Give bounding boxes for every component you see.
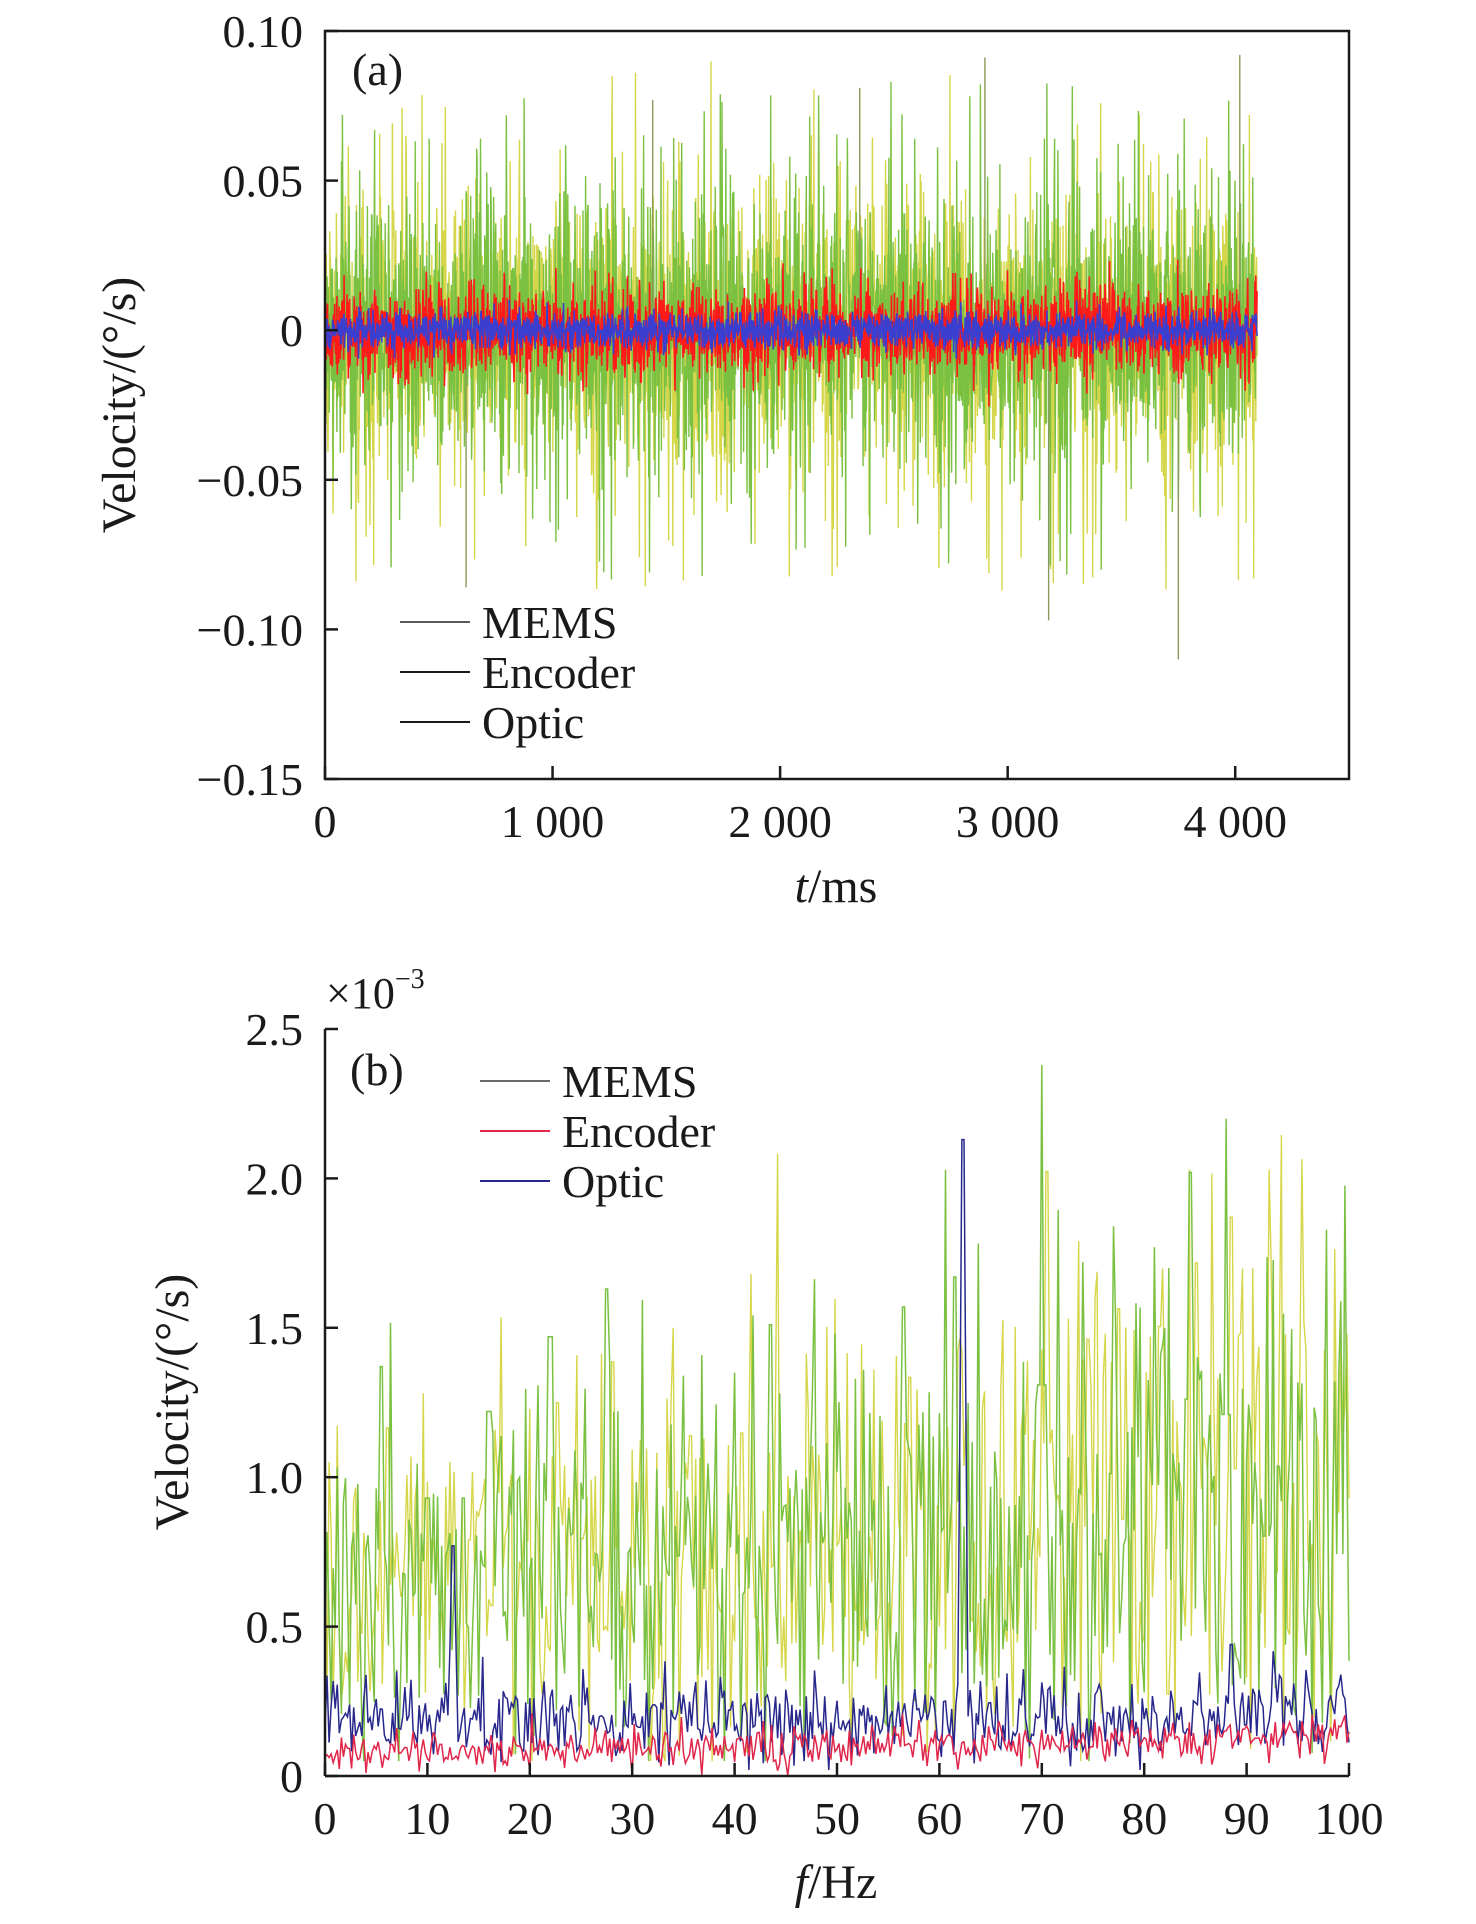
chart-a-x-tick-label: 2 000 (728, 796, 832, 847)
chart-a-y-tick-label: 0.05 (223, 156, 304, 207)
chart-a-y-tick-labels: 0.10 0.05 0 −0.05 −0.10 −0.15 (197, 6, 303, 805)
chart-a-ticks (323, 29, 1237, 781)
chart-b-x-tick-label: 90 (1224, 1793, 1270, 1844)
chart-b-series-optic-line (324, 1138, 1350, 1771)
chart-b-series-mems-secondary-trace (324, 1134, 1350, 1762)
chart-panel-b: 2.52.01.51.00.50 0 10 20 30 40 50 60 70 80 90 100 … (146, 964, 1384, 1909)
chart-b-y-exponent-power: −3 (395, 964, 425, 995)
chart-b-y-tick-label: 0 (280, 1751, 303, 1802)
chart-a-plot-frame (323, 29, 1351, 781)
chart-a-x-tick-label: 4 000 (1183, 796, 1287, 847)
chart-b-x-tick-labels: 0 10 20 30 40 50 60 70 80 90 100 (314, 1793, 1384, 1844)
chart-a-legend-entry-mems: MEMS (400, 597, 617, 648)
chart-b-legend-entry-mems: MEMS (480, 1056, 697, 1107)
chart-a-x-axis-title: t/ms (795, 860, 878, 913)
chart-b-legend-entry-optic: Optic (480, 1156, 664, 1207)
chart-a-panel-label: (a) (352, 44, 403, 95)
chart-b-x-tick-label: 20 (507, 1793, 553, 1844)
chart-b-x-tick-label: 10 (404, 1793, 450, 1844)
chart-a-series-optic-line (324, 299, 1258, 359)
chart-b-panel-label: (b) (350, 1044, 404, 1095)
chart-panel-a: 0.10 0.05 0 −0.05 −0.10 −0.15 0 1 000 2 000 3 00… (93, 6, 1351, 913)
chart-a-y-axis-title: Velocity/(°/s) (93, 277, 146, 533)
chart-a-y-tick-label: −0.05 (197, 455, 303, 506)
chart-b-y-axis-title: Velocity/(°/s) (146, 1274, 199, 1530)
chart-b-series-encoder-line (324, 1713, 1350, 1776)
chart-a-x-tick-label: 1 000 (501, 796, 605, 847)
chart-b-y-tick-label: 2.5 (246, 1004, 304, 1055)
chart-b-x-axis-title: f/Hz (795, 1856, 878, 1909)
chart-a-y-tick-label: 0.10 (223, 6, 304, 57)
chart-b-y-tick-label: 1.0 (246, 1452, 304, 1503)
chart-b-x-tick-label: 60 (916, 1793, 962, 1844)
chart-a-x-tick-labels: 0 1 000 2 000 3 000 4 000 (314, 796, 1287, 847)
chart-b-x-tick-label: 50 (814, 1793, 860, 1844)
chart-a-x-axis-variable: t (795, 860, 810, 913)
chart-a-data-layer (324, 54, 1258, 660)
chart-a-y-tick-label: 0 (280, 305, 303, 356)
chart-b-ticks (323, 1027, 1351, 1778)
chart-b-y-exponent: ×10−3 (326, 964, 425, 1018)
chart-b-y-tick-label: 1.5 (246, 1303, 304, 1354)
chart-b-legend-label-optic: Optic (562, 1156, 664, 1207)
chart-a-legend: MEMS Encoder Optic (400, 597, 635, 748)
chart-a-legend-label-optic: Optic (482, 697, 584, 748)
chart-a-y-tick-label: −0.15 (197, 754, 303, 805)
chart-b-legend-label-encoder: Encoder (562, 1106, 715, 1157)
chart-a-legend-entry-encoder: Encoder (400, 647, 635, 698)
chart-a-legend-label-mems: MEMS (482, 597, 617, 648)
chart-b-x-tick-label: 30 (609, 1793, 655, 1844)
chart-b-y-tick-label: 2.0 (246, 1153, 304, 1204)
chart-b-x-tick-label: 80 (1121, 1793, 1167, 1844)
chart-b-legend: MEMS Encoder Optic (480, 1056, 715, 1207)
chart-a-y-tick-label: −0.10 (197, 604, 303, 655)
chart-b-x-tick-label: 0 (314, 1793, 337, 1844)
chart-b-x-tick-label: 40 (712, 1793, 758, 1844)
chart-b-x-axis-unit: /Hz (808, 1856, 877, 1909)
chart-a-x-tick-label: 3 000 (956, 796, 1060, 847)
chart-a-x-tick-label: 0 (314, 796, 337, 847)
chart-a-legend-entry-optic: Optic (400, 697, 584, 748)
chart-b-legend-entry-encoder: Encoder (480, 1106, 715, 1157)
chart-b-y-exponent-base: ×10 (326, 969, 395, 1018)
chart-b-x-tick-label: 100 (1315, 1793, 1384, 1844)
chart-b-data-layer (324, 1064, 1350, 1776)
chart-a-legend-label-encoder: Encoder (482, 647, 635, 698)
chart-a-x-axis-unit: /ms (808, 860, 877, 913)
chart-b-legend-label-mems: MEMS (562, 1056, 697, 1107)
chart-b-x-tick-label: 70 (1019, 1793, 1065, 1844)
chart-b-series-mems-line (324, 1064, 1350, 1762)
chart-b-y-tick-label: 0.5 (246, 1602, 304, 1653)
chart-b-y-tick-labels: 2.5 2.0 1.5 1.0 0.5 0 (246, 1004, 304, 1802)
